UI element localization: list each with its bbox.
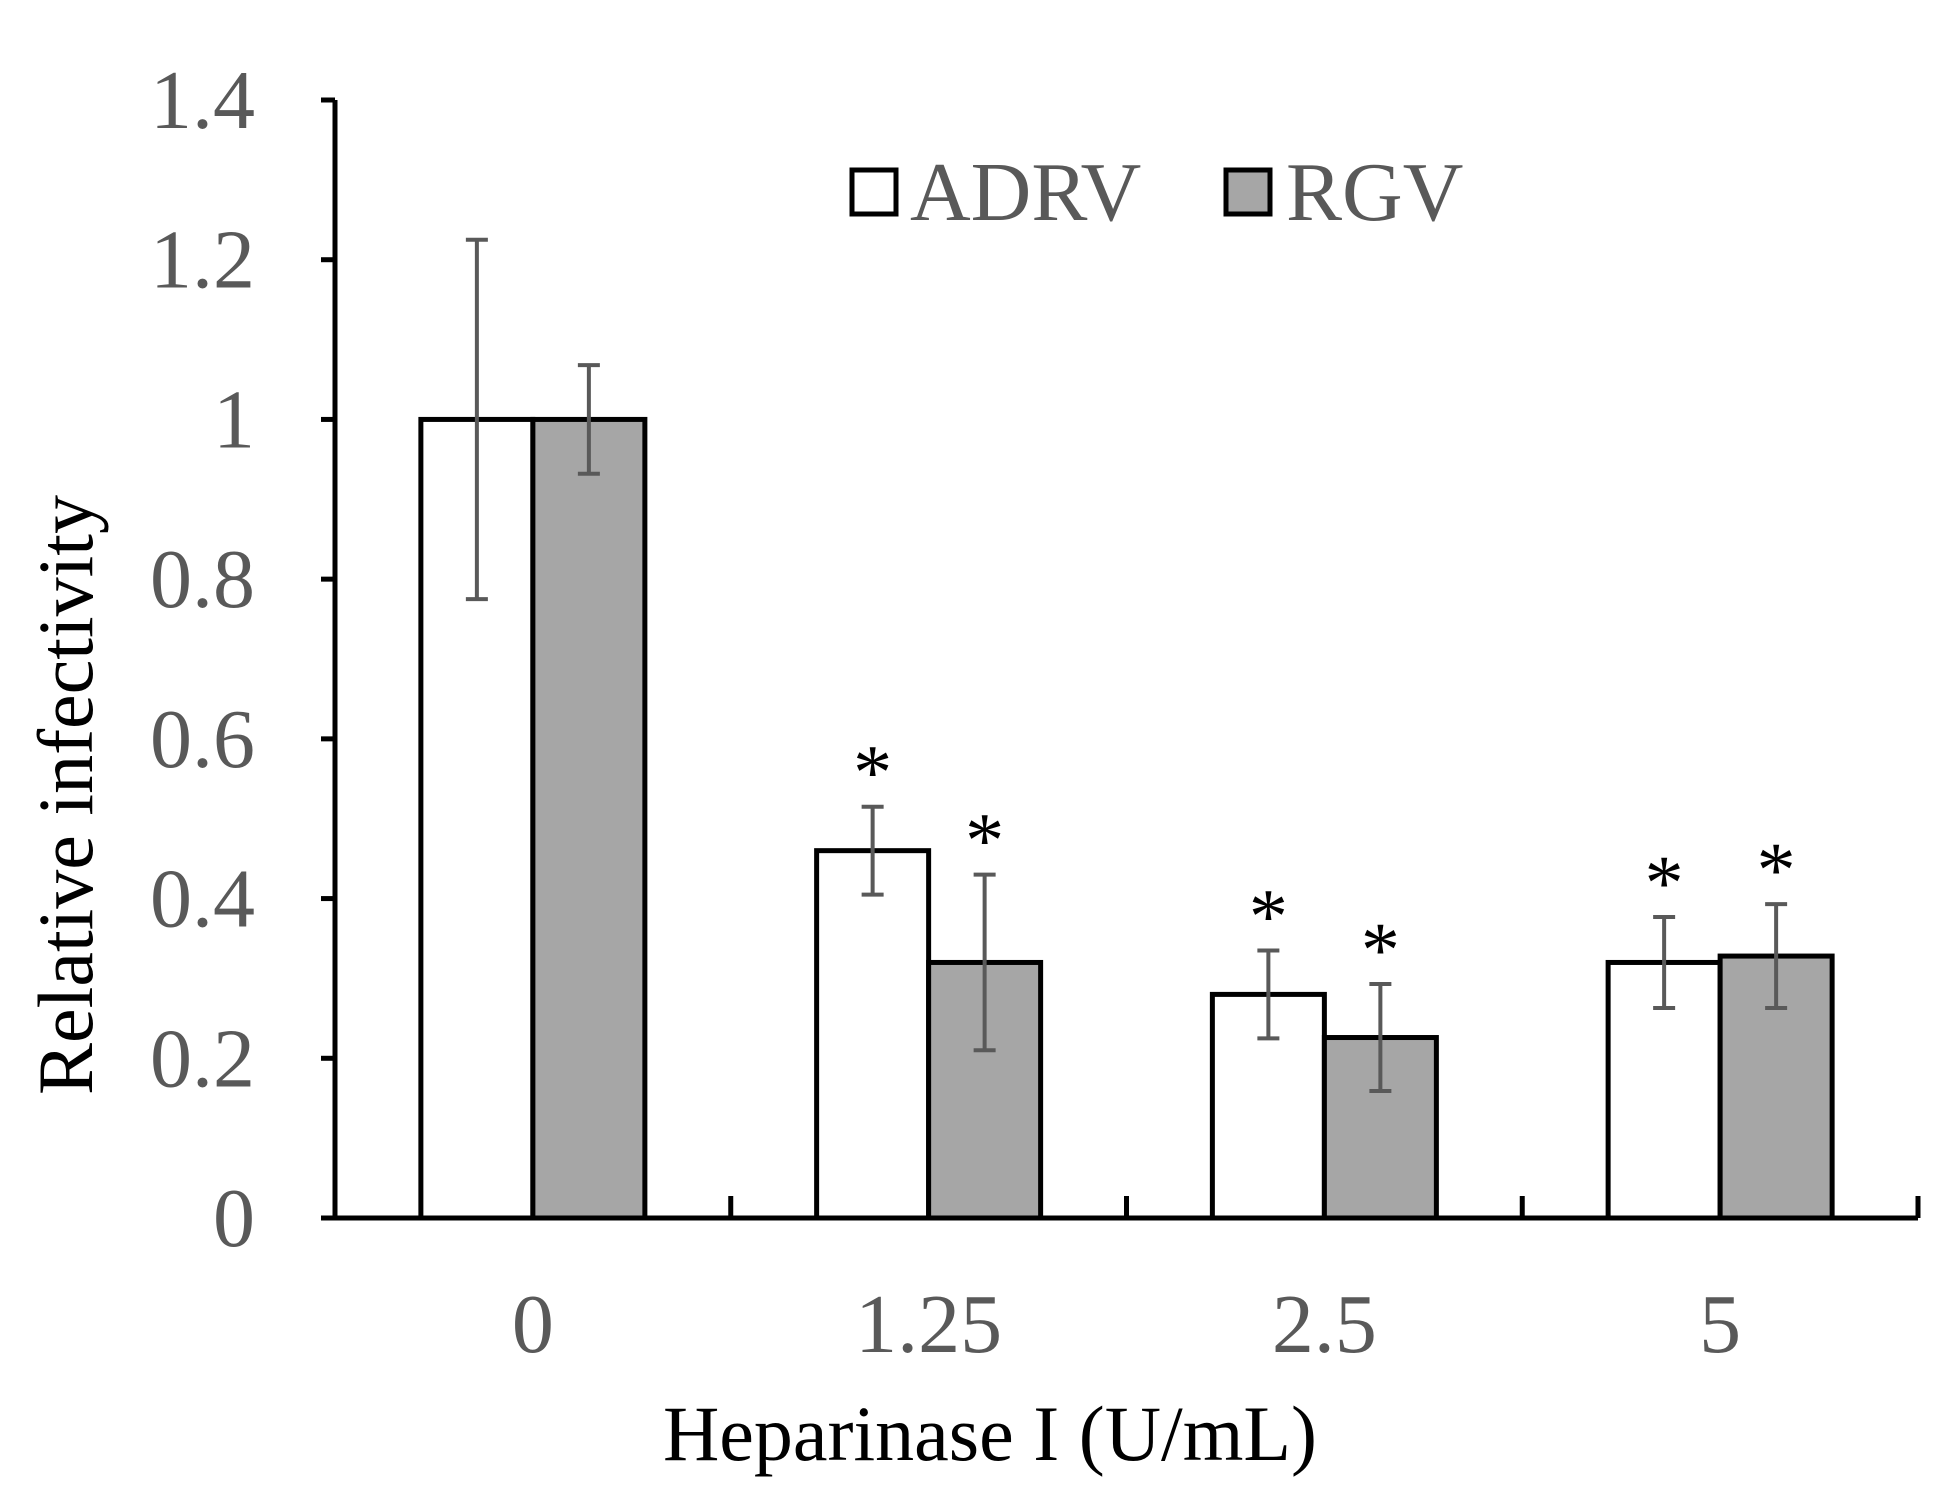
y-tick-label: 0.6 bbox=[150, 693, 255, 786]
x-axis-tick-labels: 0 1.25 2.5 5 bbox=[512, 1278, 1741, 1371]
significance-markers: * * * * * * bbox=[853, 729, 1796, 993]
x-tick-label: 5 bbox=[1699, 1278, 1741, 1371]
bar bbox=[814, 848, 932, 1221]
significance-star: * bbox=[1249, 872, 1288, 959]
bar bbox=[926, 959, 1044, 1221]
significance-star: * bbox=[1645, 839, 1684, 926]
error-bars bbox=[465, 237, 1788, 1094]
legend-swatch bbox=[1223, 167, 1273, 217]
y-tick-label: 1.4 bbox=[150, 54, 255, 147]
legend-label: ADRV bbox=[910, 146, 1141, 239]
x-tick-label: 1.25 bbox=[855, 1278, 1002, 1371]
y-tick-label: 1 bbox=[213, 373, 255, 466]
significance-star: * bbox=[1757, 826, 1796, 913]
x-tick-label: 2.5 bbox=[1272, 1278, 1377, 1371]
y-tick-label: 0.4 bbox=[150, 853, 255, 946]
significance-star: * bbox=[965, 797, 1004, 884]
x-tick-label: 0 bbox=[512, 1278, 554, 1371]
y-tick-label: 0.2 bbox=[150, 1012, 255, 1105]
bar bbox=[530, 416, 648, 1221]
y-tick-label: 1.2 bbox=[150, 214, 255, 307]
y-tick-label: 0 bbox=[213, 1172, 255, 1265]
significance-star: * bbox=[853, 729, 892, 816]
legend-swatch bbox=[849, 167, 899, 217]
significance-star: * bbox=[1361, 906, 1400, 993]
y-axis-tick-labels: 0 0.2 0.4 0.6 0.8 1 1.2 1.4 bbox=[150, 54, 255, 1265]
legend: ADRV RGV bbox=[849, 146, 1463, 239]
axes bbox=[321, 97, 1921, 1221]
y-axis-title: Relative infectivity bbox=[22, 495, 109, 1095]
x-axis-title: Heparinase I (U/mL) bbox=[663, 1390, 1317, 1477]
legend-label: RGV bbox=[1286, 146, 1463, 239]
bars bbox=[418, 416, 1835, 1221]
y-tick-label: 0.8 bbox=[150, 533, 255, 626]
